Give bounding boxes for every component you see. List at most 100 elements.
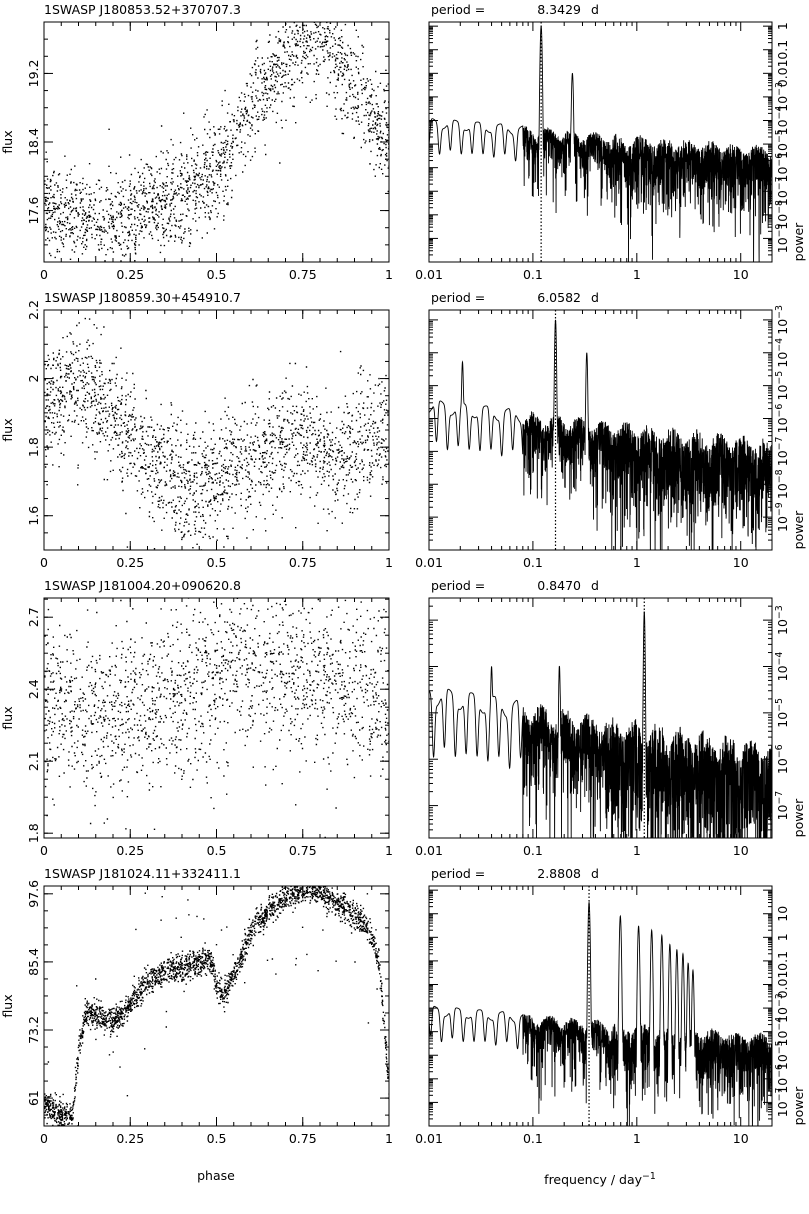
x-tick-label: 0.1 bbox=[523, 1131, 543, 1146]
y-tick-label: 1 bbox=[775, 933, 790, 941]
axis-ticks bbox=[428, 22, 773, 263]
y-tick-label: 2.4 bbox=[26, 679, 41, 699]
axis-ticks bbox=[43, 598, 390, 838]
scatter-points bbox=[44, 22, 389, 262]
svg-text:10: 10 bbox=[733, 843, 749, 858]
svg-text:10−7: 10−7 bbox=[774, 1088, 790, 1118]
svg-text:10−5: 10−5 bbox=[774, 371, 790, 401]
y-tick-label: 10−8 bbox=[774, 200, 790, 230]
x-tick-label: 1 bbox=[385, 1131, 393, 1146]
y-tick-label: 19.2 bbox=[26, 60, 41, 88]
svg-text:10−4: 10−4 bbox=[774, 652, 790, 682]
x-tick-label: 10 bbox=[733, 555, 749, 570]
x-tick-label: 0.5 bbox=[207, 843, 227, 858]
x-tick-label: 1 bbox=[633, 267, 641, 282]
period-title: period = 2.8808 d bbox=[431, 866, 599, 881]
scatter-points bbox=[44, 317, 389, 550]
period-title: period = 8.3429 d bbox=[431, 2, 599, 17]
svg-text:0: 0 bbox=[40, 555, 48, 570]
y-tick-label: 10−9 bbox=[774, 502, 790, 532]
y-tick-label: 10−4 bbox=[774, 338, 790, 368]
periodogram-panel-1: period = 8.3429 d0.01 0.1 1 1010−910−810−710−… bbox=[415, 2, 806, 282]
axis-ticks bbox=[428, 886, 773, 1127]
svg-text:0.1: 0.1 bbox=[523, 1131, 543, 1146]
x-tick-label: 0.1 bbox=[523, 267, 543, 282]
x-tick-label: 0.75 bbox=[289, 555, 317, 570]
plot-frame bbox=[428, 885, 773, 1127]
flux-axis-label: flux bbox=[0, 706, 15, 729]
svg-text:18.4: 18.4 bbox=[26, 128, 41, 156]
svg-text:10−6: 10−6 bbox=[774, 153, 790, 183]
frequency-axis-label: frequency / day−1 bbox=[544, 1171, 656, 1187]
svg-text:10−3: 10−3 bbox=[774, 82, 790, 112]
svg-text:1.6: 1.6 bbox=[26, 506, 41, 526]
y-tick-label: 10−7 bbox=[774, 436, 790, 466]
x-tick-label: 0 bbox=[40, 267, 48, 282]
svg-text:0.1: 0.1 bbox=[523, 843, 543, 858]
star-title: 1SWASP J181004.20+090620.8 bbox=[44, 578, 241, 593]
y-tick-label: 73.2 bbox=[26, 1016, 41, 1044]
svg-text:1: 1 bbox=[385, 1131, 393, 1146]
svg-text:0.25: 0.25 bbox=[116, 267, 144, 282]
svg-text:10−7: 10−7 bbox=[774, 791, 790, 821]
y-tick-label: 10−5 bbox=[774, 1040, 790, 1070]
svg-text:10−3: 10−3 bbox=[774, 993, 790, 1023]
y-tick-label: 18.4 bbox=[26, 128, 41, 156]
y-tick-label: 0.01 bbox=[775, 971, 790, 999]
star-title: 1SWASP J181024.11+332411.1 bbox=[44, 866, 241, 881]
svg-text:0.25: 0.25 bbox=[116, 555, 144, 570]
svg-text:10: 10 bbox=[775, 906, 790, 922]
svg-text:10−7: 10−7 bbox=[774, 436, 790, 466]
y-tick-label: 10−5 bbox=[774, 371, 790, 401]
svg-text:10−9: 10−9 bbox=[774, 224, 790, 254]
power-axis-label: power bbox=[791, 798, 806, 837]
y-tick-label: 97.6 bbox=[26, 880, 41, 908]
x-tick-label: 10 bbox=[733, 1131, 749, 1146]
svg-text:0.5: 0.5 bbox=[207, 267, 227, 282]
phase-axis-label: phase bbox=[197, 1168, 235, 1183]
svg-text:10−4: 10−4 bbox=[774, 338, 790, 368]
y-tick-label: 10−7 bbox=[774, 176, 790, 206]
lightcurve-panel-2: 1SWASP J180859.30+454910.7 0 0.25 0.5 0.75 1 1… bbox=[0, 290, 393, 570]
x-tick-label: 1 bbox=[633, 843, 641, 858]
y-tick-label: 10−6 bbox=[774, 404, 790, 434]
svg-text:10−3: 10−3 bbox=[774, 305, 790, 335]
period-title: period = 0.8470 d bbox=[431, 578, 599, 593]
x-tick-label: 0 bbox=[40, 1131, 48, 1146]
plot-frame bbox=[428, 309, 773, 551]
x-tick-label: 0.25 bbox=[116, 1131, 144, 1146]
plot-frame bbox=[43, 309, 390, 551]
svg-text:1: 1 bbox=[775, 22, 790, 30]
svg-text:0.01: 0.01 bbox=[775, 971, 790, 999]
star-title: 1SWASP J180853.52+370707.3 bbox=[44, 2, 241, 17]
y-tick-label: 10−4 bbox=[774, 106, 790, 136]
svg-text:1: 1 bbox=[633, 555, 641, 570]
x-tick-label: 0.25 bbox=[116, 267, 144, 282]
axis-ticks bbox=[43, 21, 390, 263]
x-tick-label: 0.75 bbox=[289, 1131, 317, 1146]
star-title: 1SWASP J180859.30+454910.7 bbox=[44, 290, 241, 305]
y-tick-label: 2.1 bbox=[26, 751, 41, 771]
x-tick-label: 0.01 bbox=[415, 843, 443, 858]
y-tick-label: 0.1 bbox=[775, 951, 790, 971]
axis-ticks bbox=[43, 309, 390, 551]
x-tick-label: 1 bbox=[385, 843, 393, 858]
x-tick-label: 0.01 bbox=[415, 555, 443, 570]
svg-text:85.4: 85.4 bbox=[26, 948, 41, 976]
svg-text:10−7: 10−7 bbox=[774, 176, 790, 206]
svg-text:2: 2 bbox=[26, 375, 41, 383]
svg-text:10−5: 10−5 bbox=[774, 698, 790, 728]
y-tick-label: 1.6 bbox=[26, 506, 41, 526]
plot-frame bbox=[428, 21, 773, 263]
y-tick-label: 0.01 bbox=[775, 59, 790, 87]
flux-axis-label: flux bbox=[0, 130, 15, 153]
x-tick-label: 1 bbox=[633, 1131, 641, 1146]
y-tick-label: 10−6 bbox=[774, 1064, 790, 1094]
y-tick-label: 10−3 bbox=[774, 305, 790, 335]
svg-text:0: 0 bbox=[40, 843, 48, 858]
x-tick-label: 10 bbox=[733, 843, 749, 858]
power-spectrum bbox=[429, 610, 772, 838]
x-tick-label: 0.5 bbox=[207, 267, 227, 282]
y-tick-label: 10−8 bbox=[774, 469, 790, 499]
